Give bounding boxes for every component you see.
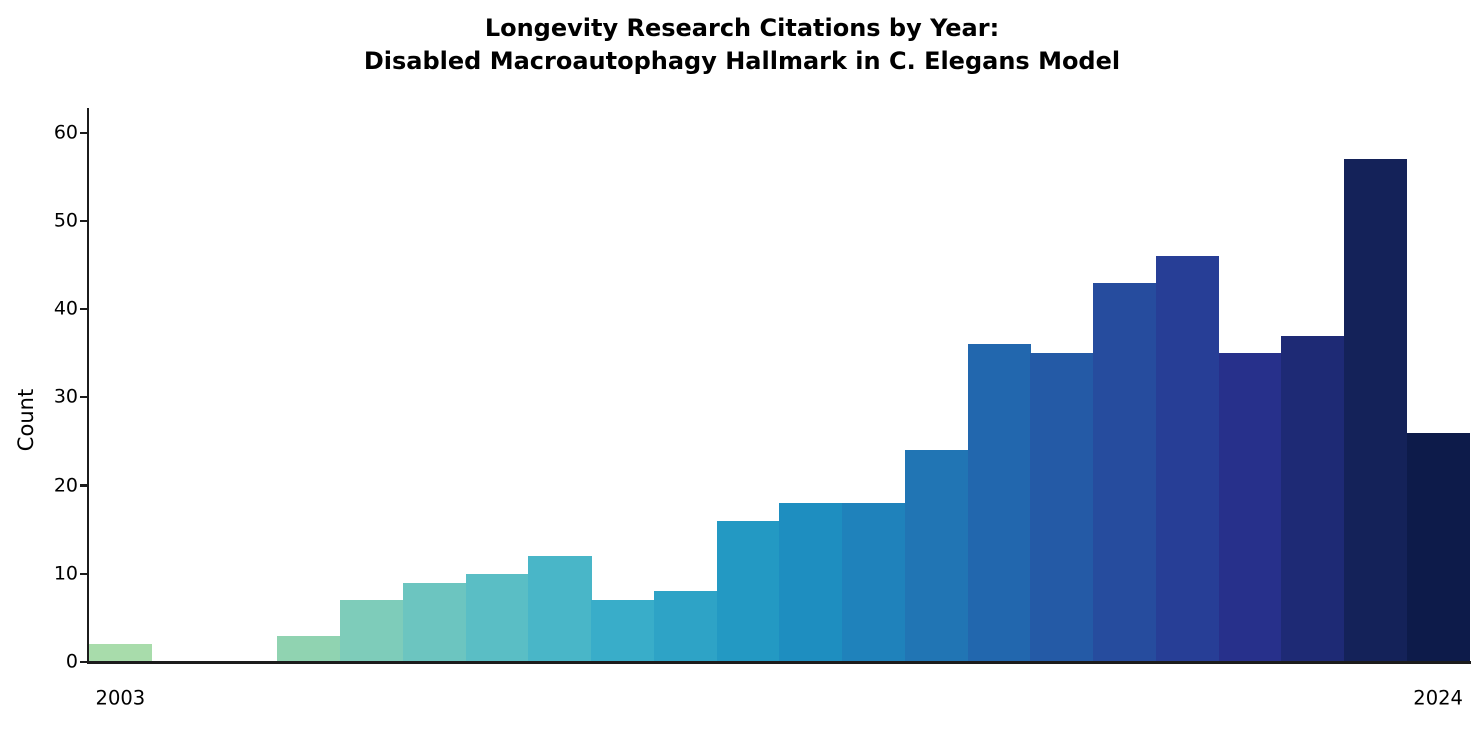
x-tick-label-2024: 2024 — [1413, 686, 1463, 710]
bar-2011 — [591, 600, 655, 662]
y-tick-label: 10 — [53, 562, 78, 585]
bar-2020 — [1155, 256, 1220, 662]
y-tick-mark — [80, 396, 88, 399]
y-tick-label: 50 — [53, 209, 78, 232]
bar-2019 — [1093, 282, 1157, 662]
bar-2023 — [1344, 159, 1408, 662]
y-tick-mark — [80, 131, 88, 134]
y-tick-label: 60 — [53, 121, 78, 144]
y-tick-mark — [80, 219, 88, 222]
y-tick-label: 40 — [53, 297, 78, 320]
y-tick-label: 20 — [53, 474, 78, 497]
chart-title-line-2: Disabled Macroautophagy Hallmark in C. E… — [363, 47, 1121, 75]
y-axis-spine — [86, 108, 89, 664]
bar-2017 — [967, 344, 1031, 662]
chart-title: Longevity Research Citations by Year: Di… — [0, 12, 1484, 78]
bar-2003 — [89, 644, 153, 662]
y-tick-mark — [80, 572, 88, 575]
bar-2014 — [779, 503, 843, 662]
bar-2021 — [1218, 353, 1282, 662]
bar-2012 — [653, 591, 718, 662]
bar-2015 — [842, 503, 906, 662]
chart-title-line-1: Longevity Research Citations by Year: — [484, 14, 1000, 42]
y-tick-mark — [80, 660, 88, 664]
y-tick-mark — [80, 308, 88, 311]
x-axis-spine — [86, 660, 1471, 664]
bar-2016 — [904, 450, 969, 662]
y-tick-mark — [80, 484, 88, 487]
y-axis-label: Count — [14, 388, 38, 452]
bar-2008 — [402, 582, 467, 662]
bar-2007 — [340, 600, 404, 662]
x-tick-label-2003: 2003 — [95, 686, 146, 710]
bar-2024 — [1406, 432, 1471, 662]
bar-2022 — [1281, 335, 1345, 662]
y-tick-label: 30 — [53, 385, 78, 408]
bar-2010 — [528, 556, 592, 662]
bar-2013 — [716, 520, 780, 662]
bar-2006 — [277, 635, 341, 662]
bar-2018 — [1030, 353, 1094, 662]
y-tick-label: 0 — [65, 650, 78, 673]
bar-2009 — [465, 573, 529, 662]
